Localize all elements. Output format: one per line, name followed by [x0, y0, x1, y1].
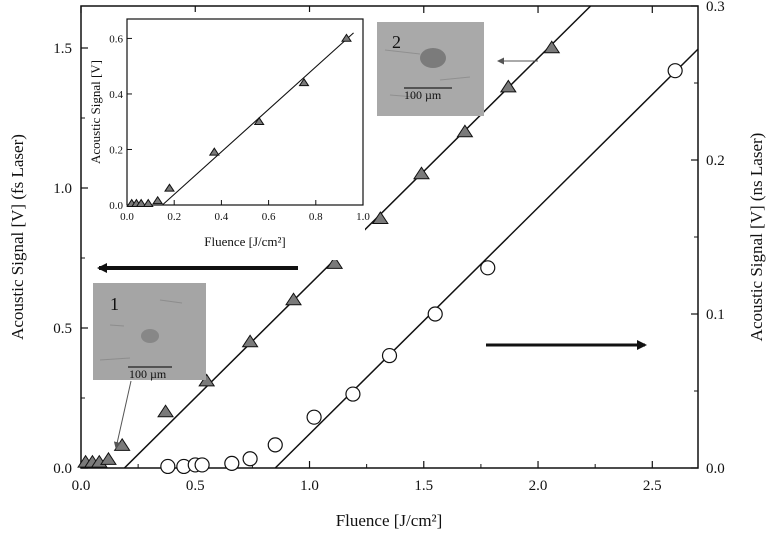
micrograph-1-scale-label: 100 µm	[129, 367, 167, 381]
inset-data-point	[135, 198, 147, 207]
micrograph-2-label: 2	[392, 32, 401, 52]
micrograph-2-scale-label: 100 µm	[404, 88, 442, 102]
inset-data-point	[208, 147, 220, 156]
inset-x-tick-label: 0.8	[309, 211, 323, 223]
inset-ticks: 0.0 0.2 0.4 0.6 0.8 1.0 0.0 0.2 0.4 0.6	[109, 33, 370, 223]
ns-data-point	[267, 437, 283, 453]
ns-data-point	[242, 451, 258, 467]
fs-data-point	[198, 373, 216, 387]
fs-data-point	[326, 255, 344, 269]
x-axis-label: Fluence [J/cm²]	[336, 511, 443, 530]
fit-line-ns	[274, 48, 699, 469]
inset-chart: 0.0 0.2 0.4 0.6 0.8 1.0 0.0 0.2 0.4 0.6 Fluence […	[88, 12, 370, 260]
fs-data-point	[241, 334, 259, 348]
ns-data-point	[160, 458, 176, 475]
inset-y-tick-label: 0.4	[109, 89, 123, 101]
main-ticks: 0.0 0.5 1.0 1.5 2.0 2.50.00.51.01.50.00.10.20…	[53, 0, 725, 494]
micrograph-2: 2 100 µm	[377, 22, 484, 116]
fs-data-point	[371, 211, 389, 225]
y-left-axis-label: Acoustic Signal [V] (fs Laser)	[8, 134, 27, 340]
ns-data-point	[224, 455, 240, 471]
inset-data-point	[152, 195, 164, 205]
x-tick-label: 1.0	[300, 478, 319, 494]
ns-data-point	[427, 306, 443, 322]
y-left-tick-label: 1.0	[53, 181, 72, 197]
ns-data-point	[667, 63, 683, 79]
y-right-tick-label: 0.0	[706, 461, 725, 477]
fs-data-point	[99, 451, 117, 465]
micrograph-1-pointer	[113, 380, 132, 449]
fs-data-point	[285, 292, 302, 306]
inset-x-tick-label: 0.0	[120, 211, 134, 223]
inset-x-tick-label: 0.6	[262, 211, 276, 223]
ns-data-point	[194, 457, 210, 473]
fs-data-point	[413, 166, 430, 180]
y-right-tick-label: 0.1	[706, 307, 725, 323]
inset-y-tick-label: 0.2	[109, 144, 123, 156]
inset-plot-frame	[126, 18, 364, 206]
x-tick-label: 1.5	[414, 478, 433, 494]
inset-x-tick-label: 0.2	[167, 211, 181, 223]
y-right-axis-label: Acoustic Signal [V] (ns Laser)	[747, 133, 766, 342]
inset-data-point	[142, 198, 154, 207]
inset-x-tick-label: 0.4	[215, 211, 229, 223]
ns-data-point	[345, 386, 361, 402]
inset-y-tick-label: 0.6	[109, 33, 123, 45]
inset-y-tick-label: 0.0	[109, 200, 123, 212]
inset-x-tick-label: 1.0	[356, 211, 370, 223]
y-left-tick-label: 0.0	[53, 461, 72, 477]
inset-x-axis-label: Fluence [J/cm²]	[204, 234, 286, 249]
fs-data-point	[456, 124, 474, 138]
inset-data-points	[126, 33, 352, 207]
fs-data-point	[157, 404, 174, 418]
x-tick-label: 2.5	[643, 478, 662, 494]
inset-data-point	[298, 77, 310, 87]
ns-data-point	[306, 409, 322, 425]
ns-data-point	[480, 260, 496, 276]
fs-data-point	[499, 79, 517, 93]
micrograph-1: 1 100 µm	[93, 283, 206, 381]
y-left-tick-label: 1.5	[53, 41, 72, 57]
micrograph-1-label: 1	[110, 294, 119, 314]
inset-data-point	[164, 183, 175, 192]
fs-data-point	[543, 40, 561, 54]
y-right-tick-label: 0.3	[706, 0, 725, 15]
y-right-tick-label: 0.2	[706, 153, 725, 169]
inset-background	[88, 12, 365, 260]
ns-data-point	[381, 347, 398, 364]
x-tick-label: 0.0	[72, 478, 91, 494]
inset-data-point	[253, 116, 265, 126]
inset-data-point	[341, 33, 352, 42]
inset-y-axis-label: Acoustic Signal [V]	[88, 60, 103, 164]
x-tick-label: 2.0	[529, 478, 548, 494]
x-tick-label: 0.5	[186, 478, 205, 494]
y-left-tick-label: 0.5	[53, 321, 72, 337]
main-data-points	[77, 40, 683, 475]
